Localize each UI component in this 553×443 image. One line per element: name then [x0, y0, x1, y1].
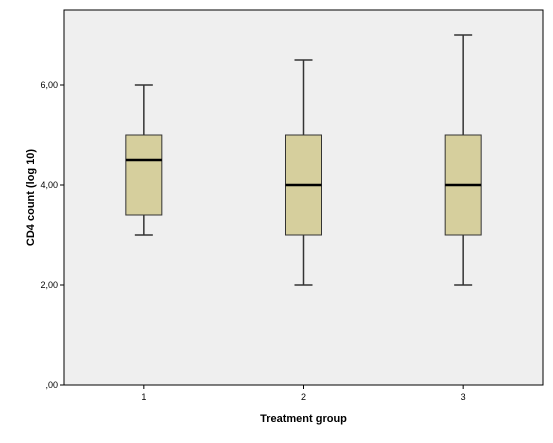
box-group-2	[285, 59, 322, 286]
x-tick-label: 2	[301, 392, 306, 402]
x-axis: 1 2 3	[141, 385, 466, 402]
y-axis-title: CD4 count (log 10)	[25, 149, 37, 247]
x-axis-title: Treatment group	[260, 413, 347, 425]
y-tick-label: ,00	[45, 380, 58, 390]
x-tick-label: 1	[141, 392, 146, 402]
box-group-1	[125, 84, 163, 236]
y-tick-label: 4,00	[40, 180, 58, 190]
y-axis: ,00 2,00 4,00 6,00	[40, 80, 64, 390]
boxes	[125, 34, 482, 286]
box-group-3	[444, 34, 482, 286]
y-tick-label: 6,00	[40, 80, 58, 90]
x-tick-label: 3	[461, 392, 466, 402]
y-tick-label: 2,00	[40, 280, 58, 290]
box	[125, 134, 163, 216]
